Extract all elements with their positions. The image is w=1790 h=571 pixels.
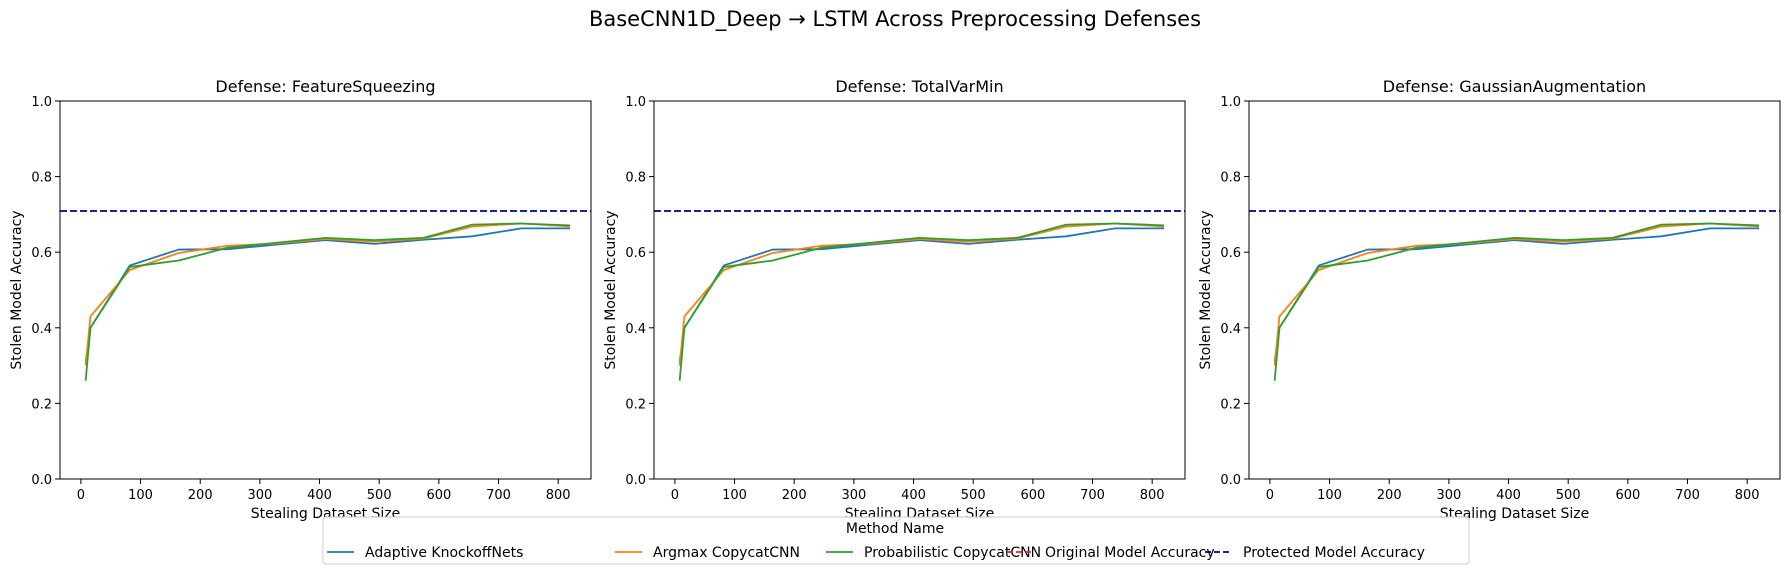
figure-title: BaseCNN1D_Deep → LSTM Across Preprocessi…: [589, 7, 1201, 32]
x-tick-label: 100: [1317, 488, 1342, 503]
y-tick-label: 0.6: [625, 246, 646, 261]
y-tick-label: 1.0: [625, 95, 646, 110]
y-tick-label: 0.6: [31, 246, 52, 261]
x-tick-label: 200: [188, 488, 213, 503]
x-tick-label: 100: [722, 488, 747, 503]
x-tick-label: 0: [77, 488, 85, 503]
y-tick-label: 0.0: [31, 473, 52, 488]
x-tick-label: 0: [671, 488, 679, 503]
series-line-argmax-copycatcnn: [1273, 222, 1760, 366]
y-tick-label: 0.8: [31, 171, 52, 186]
legend-entry-label: Adaptive KnockoffNets: [365, 545, 523, 561]
plot-area-frame: [1248, 100, 1781, 480]
x-tick-label: 400: [307, 488, 332, 503]
y-tick-label: 0.6: [1220, 246, 1241, 261]
y-tick-label: 0.0: [1220, 473, 1241, 488]
x-tick-label: 600: [1020, 488, 1045, 503]
subplot-3: Defense: GaussianAugmentation 0 100 200 300 4…: [1198, 77, 1781, 522]
legend-entry-label: Original Model Accuracy: [1045, 545, 1215, 561]
series-line-argmax-copycatcnn: [678, 222, 1165, 366]
x-tick-label: 400: [901, 488, 926, 503]
plot-area-frame: [59, 100, 592, 480]
x-tick-label: 700: [1080, 488, 1105, 503]
series-line-adaptive-knockoffnets: [1273, 227, 1760, 362]
x-tick-label: 500: [1556, 488, 1581, 503]
y-tick-label: 0.2: [1220, 397, 1241, 412]
subplot-title: Defense: TotalVarMin: [835, 77, 1003, 96]
subplot-1: Defense: FeatureSqueezing 0 100 200 300 400 50…: [9, 77, 592, 522]
subplot-title: Defense: GaussianAugmentation: [1383, 77, 1646, 96]
y-tick-label: 0.4: [625, 322, 646, 337]
subplot-2: Defense: TotalVarMin 0 100 200 300 400 500 600 7…: [603, 77, 1186, 522]
series-line-adaptive-knockoffnets: [678, 227, 1165, 362]
y-tick-label: 0.2: [31, 397, 52, 412]
subplots: Defense: FeatureSqueezing 0 100 200 300 400 50…: [9, 77, 1781, 522]
y-tick-label: 0.2: [625, 397, 646, 412]
y-tick-label: 0.8: [1220, 171, 1241, 186]
series-line-argmax-copycatcnn: [84, 222, 571, 366]
x-axis-label: Stealing Dataset Size: [1440, 506, 1590, 522]
y-tick-label: 0.4: [31, 322, 52, 337]
x-tick-label: 800: [1735, 488, 1760, 503]
subplot-title: Defense: FeatureSqueezing: [215, 77, 435, 96]
y-axis-label: Stolen Model Accuracy: [603, 210, 619, 369]
x-tick-label: 0: [1266, 488, 1274, 503]
series-line-adaptive-knockoffnets: [84, 227, 571, 362]
x-tick-label: 600: [426, 488, 451, 503]
y-tick-label: 0.8: [625, 171, 646, 186]
legend-entry-label: Protected Model Accuracy: [1243, 545, 1425, 561]
y-tick-label: 1.0: [1220, 95, 1241, 110]
x-tick-label: 700: [1675, 488, 1700, 503]
y-axis-label: Stolen Model Accuracy: [9, 210, 25, 369]
x-tick-label: 300: [841, 488, 866, 503]
x-tick-label: 800: [546, 488, 571, 503]
x-tick-label: 700: [486, 488, 511, 503]
legend-entry-label: Argmax CopycatCNN: [653, 545, 800, 561]
x-tick-label: 300: [1436, 488, 1461, 503]
legend-entry-label: Probabilistic CopycatCNN: [864, 545, 1041, 561]
legend-title: Method Name: [846, 521, 944, 537]
x-tick-label: 100: [128, 488, 153, 503]
x-tick-label: 200: [782, 488, 807, 503]
x-tick-label: 200: [1377, 488, 1402, 503]
x-tick-label: 500: [367, 488, 392, 503]
x-tick-label: 400: [1496, 488, 1521, 503]
series-line-probabilistic-copycatcnn: [1273, 222, 1760, 381]
x-tick-label: 600: [1615, 488, 1640, 503]
y-tick-label: 0.0: [625, 473, 646, 488]
legend: Method Name Adaptive KnockoffNets Argmax C…: [322, 516, 1470, 565]
plot-area-frame: [653, 100, 1186, 480]
x-tick-label: 800: [1140, 488, 1165, 503]
y-tick-label: 0.4: [1220, 322, 1241, 337]
legend-box: [322, 516, 1470, 565]
x-tick-label: 500: [961, 488, 986, 503]
x-tick-label: 300: [247, 488, 272, 503]
y-tick-label: 1.0: [31, 95, 52, 110]
series-line-probabilistic-copycatcnn: [678, 222, 1165, 381]
series-line-probabilistic-copycatcnn: [84, 222, 571, 381]
y-axis-label: Stolen Model Accuracy: [1198, 210, 1214, 369]
